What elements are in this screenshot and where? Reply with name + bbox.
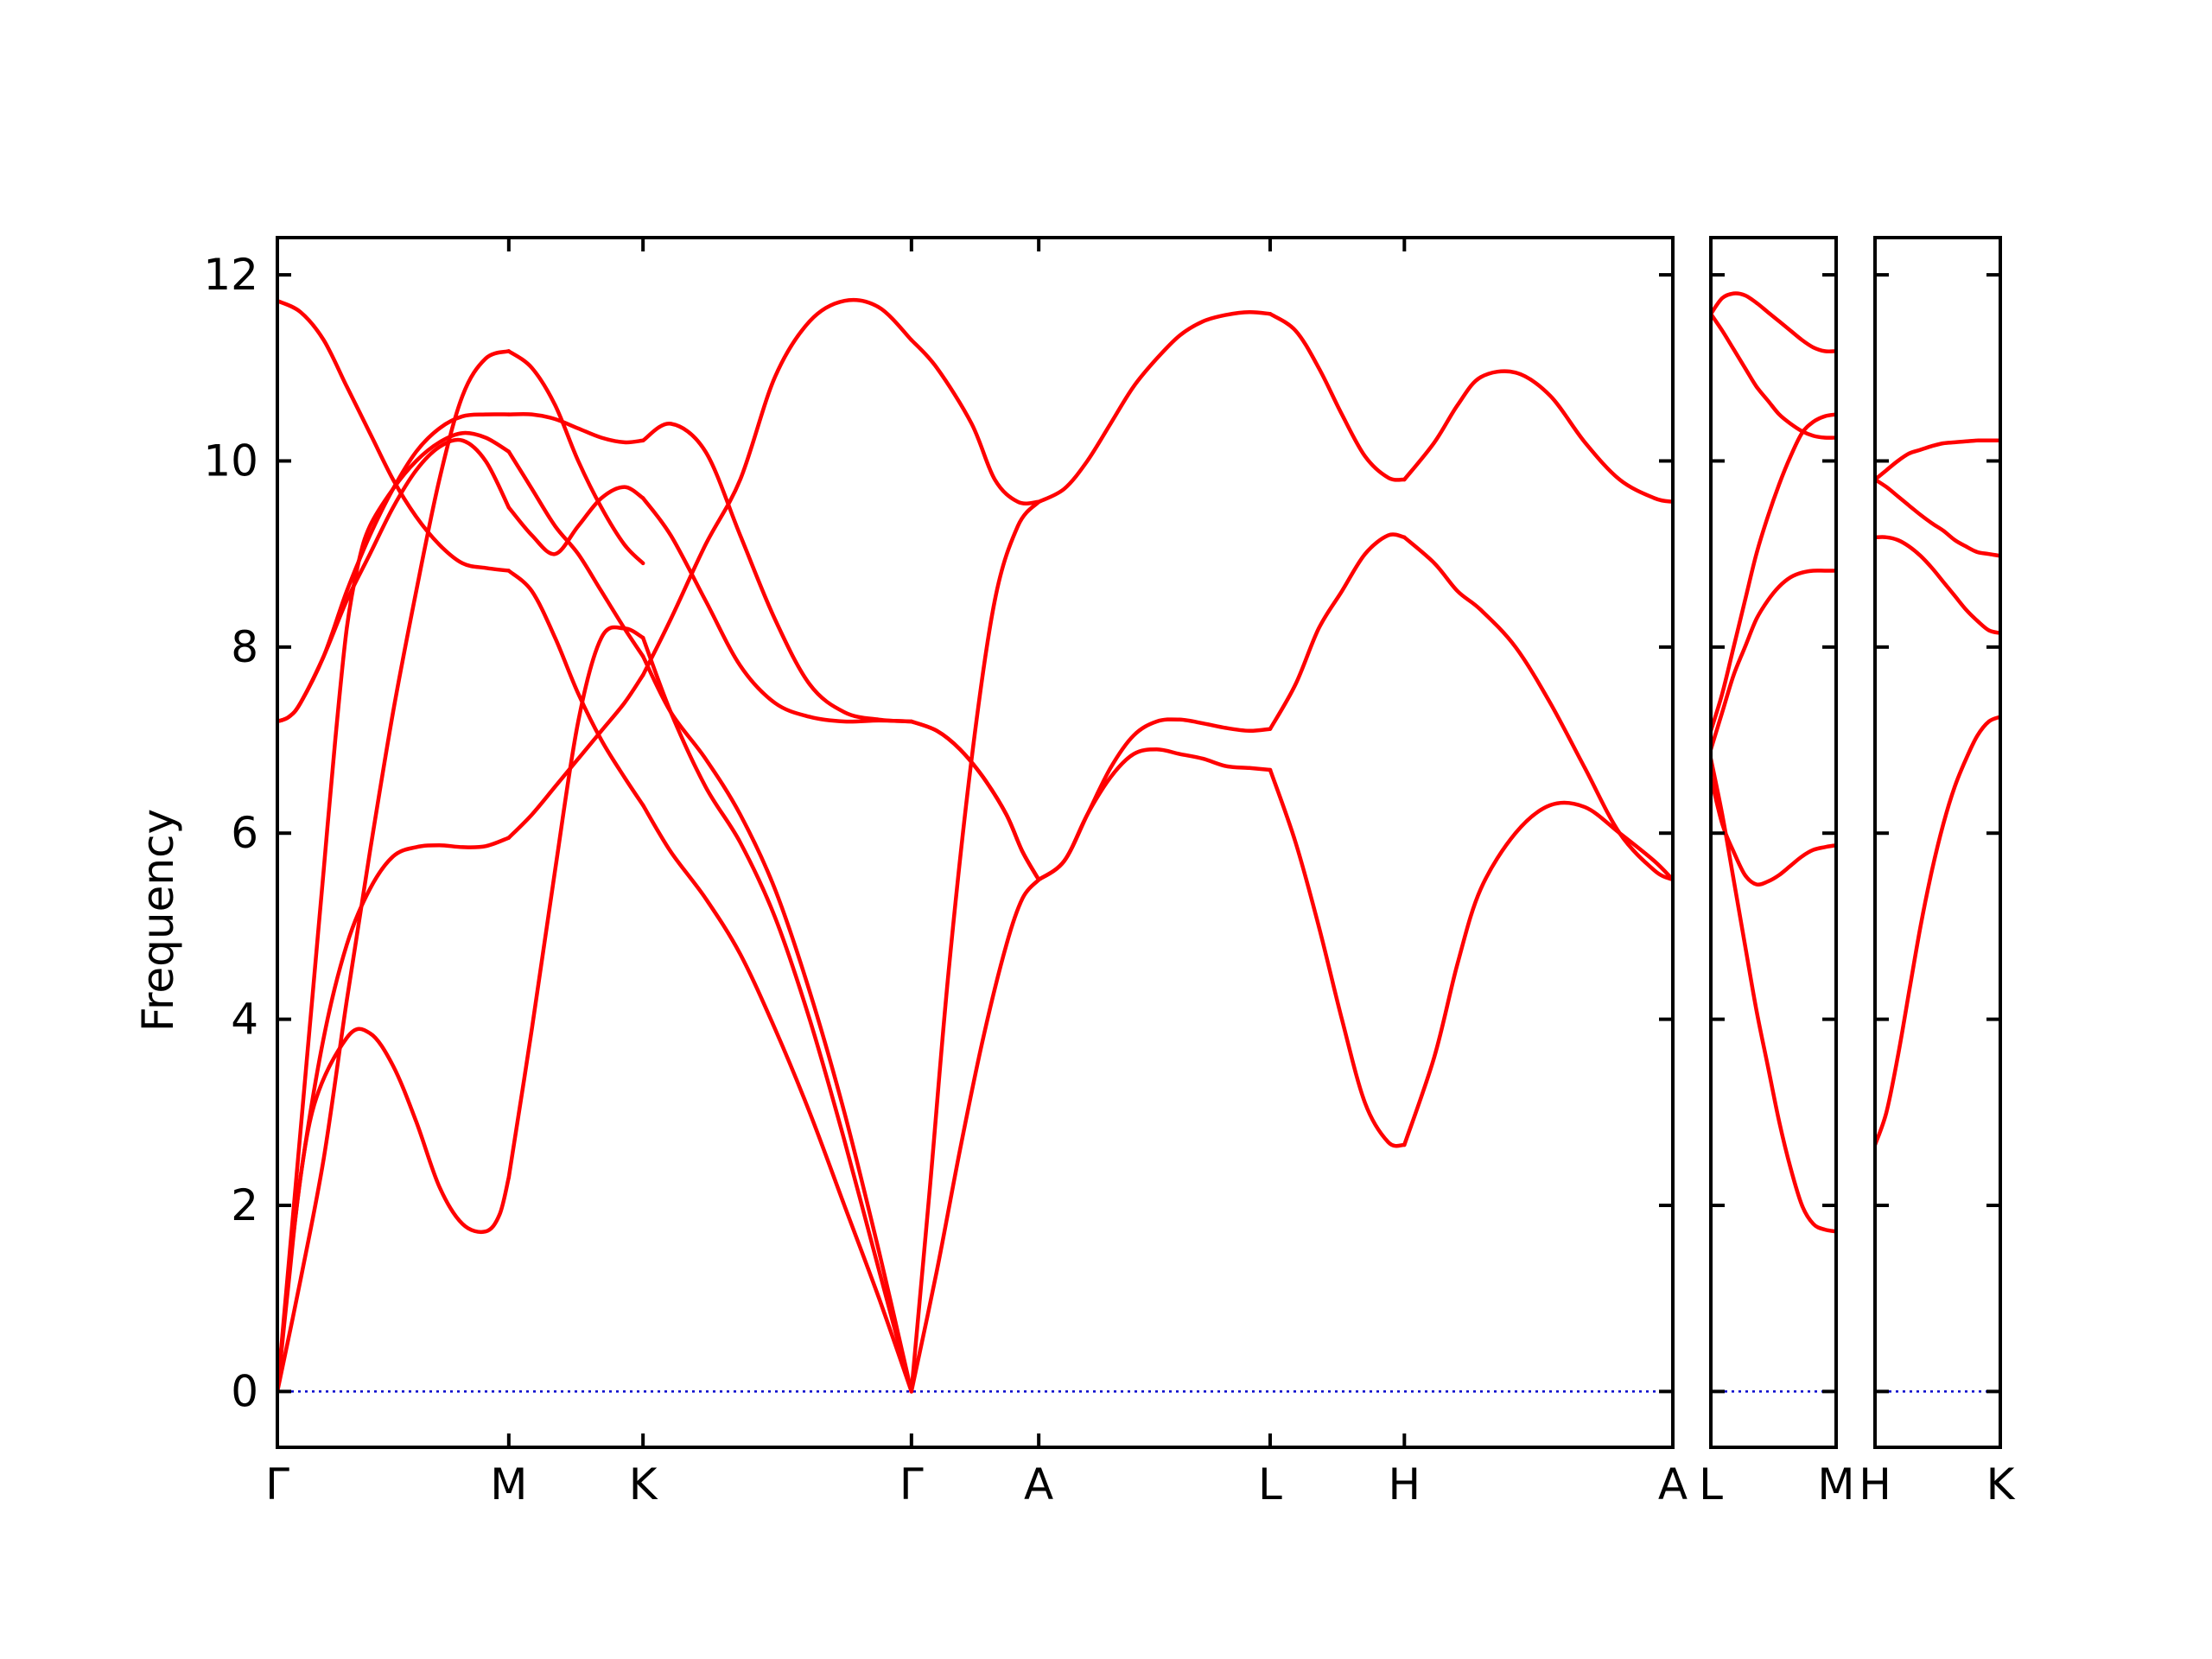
y-tick-label: 10 [203, 435, 258, 486]
band-line-3 [1711, 412, 1836, 734]
band-lines [1875, 438, 2000, 1147]
band-lines [1711, 291, 1836, 1234]
x-tick-label: Γ [265, 1459, 289, 1510]
panel-1: 0 2 4 6 8 10 12 Γ M K Γ A L H A [203, 236, 1688, 1510]
band-line-30 [1268, 767, 1407, 1148]
band-line-4 [1875, 715, 2000, 1147]
band-line-3 [1875, 535, 2000, 635]
band-line-12 [506, 411, 645, 445]
band-line-13 [640, 422, 914, 724]
band-line-16 [506, 485, 645, 556]
band-line-1 [1711, 291, 1836, 353]
band-line-5 [506, 672, 645, 840]
x-tick-label: A [1658, 1459, 1688, 1510]
band-line-18 [909, 719, 1041, 882]
x-tick-label: M [490, 1459, 527, 1510]
x-tick-label: K [1986, 1459, 2016, 1510]
x-tick-label: H [1389, 1459, 1421, 1510]
y-tick-label: 0 [231, 1366, 258, 1416]
band-line-1 [1875, 438, 2000, 482]
band-line-33 [1402, 800, 1673, 1147]
band-line-19 [277, 298, 512, 573]
y-tick-label: 12 [203, 250, 258, 300]
y-tick-label: 6 [231, 808, 258, 858]
x-tick-label: K [629, 1459, 658, 1510]
band-line-2 [1875, 477, 2000, 558]
band-line-1 [277, 1027, 512, 1394]
band-line-6 [640, 297, 914, 677]
band-line-23 [506, 349, 645, 566]
band-line-10 [640, 654, 914, 1394]
band-line-28 [1036, 309, 1273, 505]
band-line-2 [1711, 312, 1836, 440]
y-tick-label: 4 [231, 995, 258, 1045]
y-tick-label: 8 [231, 622, 258, 672]
band-line-32 [1402, 535, 1673, 882]
plot-frame [1873, 236, 2002, 1449]
plot-frame [1709, 236, 1838, 1449]
y-tick-label: 2 [231, 1180, 258, 1230]
y-axis-title: Frequency [133, 809, 183, 1032]
band-line-6 [1711, 756, 1836, 1234]
band-line-29 [1268, 532, 1407, 731]
band-line-9 [506, 449, 645, 658]
x-tick-label: H [1859, 1459, 1891, 1510]
band-line-31 [1268, 312, 1407, 482]
x-tick-label: L [1258, 1459, 1282, 1510]
band-line-5 [1711, 775, 1836, 887]
x-tick-label: L [1699, 1459, 1723, 1510]
band-line-4 [1711, 569, 1836, 752]
x-tick-label: A [1024, 1459, 1053, 1510]
x-tick-label: Γ [899, 1459, 924, 1510]
band-line-34 [1402, 369, 1673, 505]
band-line-7 [909, 338, 1041, 505]
band-line-20 [506, 569, 645, 808]
x-tick-label: M [1817, 1459, 1854, 1510]
band-line-4 [277, 836, 512, 1394]
band-line-24 [909, 877, 1041, 1394]
band-line-15 [277, 437, 512, 724]
band-line-27 [1036, 747, 1273, 882]
band-line-17 [640, 496, 914, 724]
band-line-21 [640, 803, 914, 1394]
band-line-25 [909, 499, 1041, 1394]
band-line-22 [277, 349, 512, 1394]
band-line-26 [1036, 717, 1273, 882]
plot-frame [276, 236, 1675, 1449]
band-line-2 [506, 625, 645, 1179]
band-line-3 [640, 635, 914, 1394]
band-line-8 [277, 430, 512, 1394]
band-lines [277, 297, 1673, 1394]
